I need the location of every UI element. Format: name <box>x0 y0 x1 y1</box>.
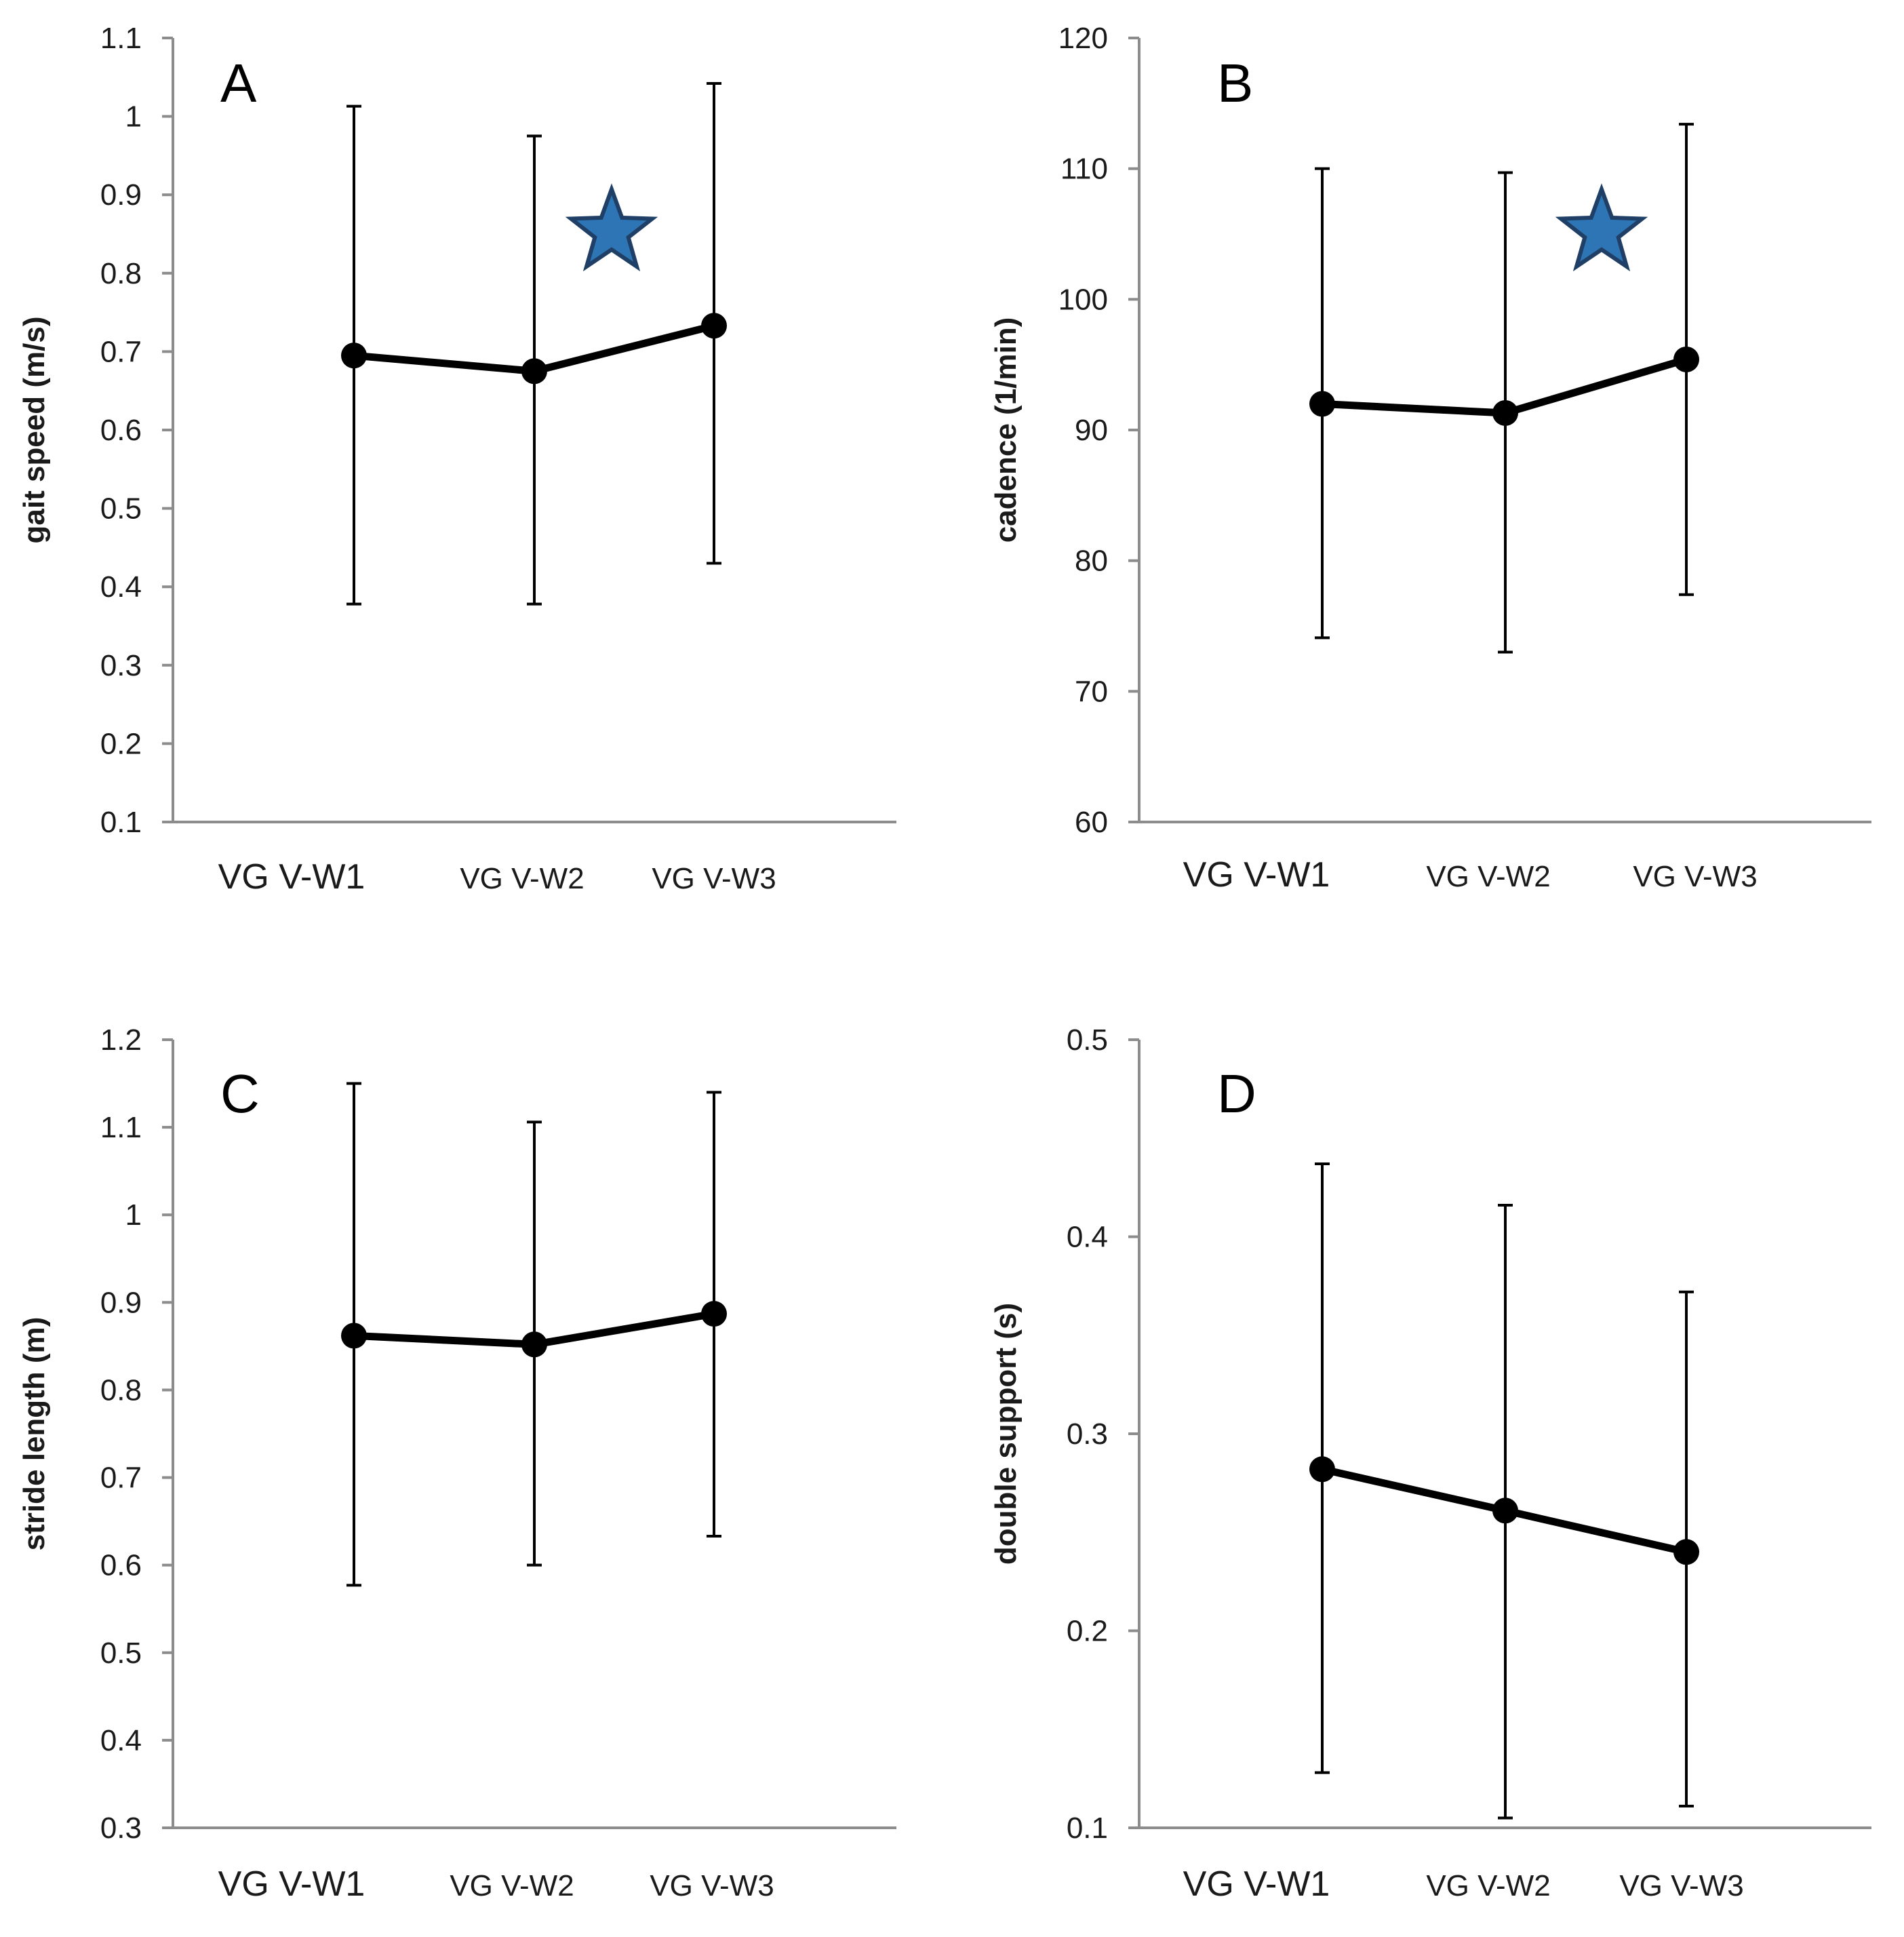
y-axis-title: gait speed (m/s) <box>18 317 51 544</box>
y-tick-label: 0.5 <box>100 1637 142 1670</box>
data-point <box>1309 391 1335 417</box>
x-category-label: VG V-W2 <box>1426 1869 1550 1902</box>
y-tick-label: 1.1 <box>100 22 142 55</box>
data-point <box>1309 1456 1335 1483</box>
y-tick-label: 100 <box>1058 283 1108 316</box>
data-point <box>521 1331 547 1358</box>
data-point <box>1492 1498 1518 1524</box>
data-point <box>1673 1539 1699 1565</box>
y-tick-label: 0.6 <box>100 1549 142 1582</box>
x-category-label: VG V-W3 <box>1633 860 1757 893</box>
y-tick-label: 0.7 <box>100 1462 142 1495</box>
data-point <box>521 358 547 385</box>
y-tick-label: 0.4 <box>100 570 142 604</box>
y-axis-title: cadence (1/min) <box>989 317 1023 543</box>
data-point <box>701 1301 727 1327</box>
data-point <box>341 343 367 369</box>
y-tick-label: 0.9 <box>100 178 142 212</box>
y-tick-label: 0.3 <box>1067 1417 1108 1451</box>
x-category-label: VG V-W1 <box>1183 1864 1330 1904</box>
y-tick-label: 0.5 <box>1067 1023 1108 1057</box>
data-point <box>1673 346 1699 372</box>
x-category-label: VG V-W3 <box>652 862 776 895</box>
y-tick-label: 0.4 <box>100 1724 142 1757</box>
significance-star-icon <box>565 183 658 272</box>
y-tick-label: 0.5 <box>100 492 142 526</box>
y-tick-label: 0.2 <box>100 727 142 760</box>
y-tick-label: 90 <box>1075 414 1108 447</box>
y-axis-title: double support (s) <box>989 1303 1023 1565</box>
panel-letter-a: A <box>220 53 257 113</box>
panel-letter-b: B <box>1217 53 1253 113</box>
y-axis-title: stride length (m) <box>18 1317 51 1551</box>
data-point <box>701 313 727 339</box>
y-tick-label: 0.9 <box>100 1286 142 1319</box>
x-category-label: VG V-W2 <box>460 862 584 895</box>
y-tick-label: 70 <box>1075 675 1108 708</box>
x-category-label: VG V-W1 <box>218 857 365 897</box>
x-category-label: VG V-W3 <box>650 1869 774 1902</box>
y-tick-label: 80 <box>1075 545 1108 578</box>
y-tick-label: 1.2 <box>100 1023 142 1057</box>
chart-panel-d: 0.1 0.2 0.3 0.4 0.5 double support (s) VG V-W1… <box>989 1023 1871 1904</box>
y-tick-label: 0.6 <box>100 414 142 447</box>
significance-star-icon <box>1555 183 1648 272</box>
y-tick-label: 0.7 <box>100 335 142 368</box>
panel-letter-d: D <box>1217 1063 1256 1124</box>
x-category-label: VG V-W1 <box>218 1864 365 1904</box>
y-tick-label: 0.8 <box>100 257 142 290</box>
y-tick-label: 0.4 <box>1067 1221 1108 1254</box>
x-category-label: VG V-W2 <box>450 1869 574 1902</box>
panel-letter-c: C <box>220 1063 260 1124</box>
x-category-label: VG V-W1 <box>1183 855 1330 895</box>
y-tick-label: 110 <box>1060 153 1108 186</box>
y-tick-label: 0.1 <box>100 806 142 839</box>
y-tick-label: 1 <box>125 100 142 134</box>
chart-panel-c: 0.3 0.4 0.5 0.6 0.7 0.8 0.9 1 1.1 1.2 stride lengt… <box>18 1023 896 1904</box>
y-tick-label: 0.8 <box>100 1373 142 1407</box>
y-tick-label: 1.1 <box>100 1111 142 1144</box>
y-tick-label: 120 <box>1058 22 1108 55</box>
y-tick-label: 0.1 <box>1067 1812 1108 1845</box>
y-tick-label: 0.2 <box>1067 1615 1108 1648</box>
data-point <box>1492 399 1518 426</box>
chart-panel-a: 0.1 0.2 0.3 0.4 0.5 0.6 0.7 0.8 0.9 1 1.1 gait spee… <box>18 22 896 897</box>
x-category-label: VG V-W2 <box>1426 860 1550 893</box>
data-point <box>341 1323 367 1349</box>
y-tick-label: 0.3 <box>100 1812 142 1845</box>
y-tick-label: 0.3 <box>100 649 142 682</box>
chart-panel-b: 60 70 80 90 100 110 120 cadence (1/min) VG V-W1 V… <box>989 22 1871 895</box>
x-category-label: VG V-W3 <box>1619 1869 1743 1902</box>
y-tick-label: 1 <box>125 1198 142 1232</box>
y-tick-label: 60 <box>1075 806 1108 839</box>
